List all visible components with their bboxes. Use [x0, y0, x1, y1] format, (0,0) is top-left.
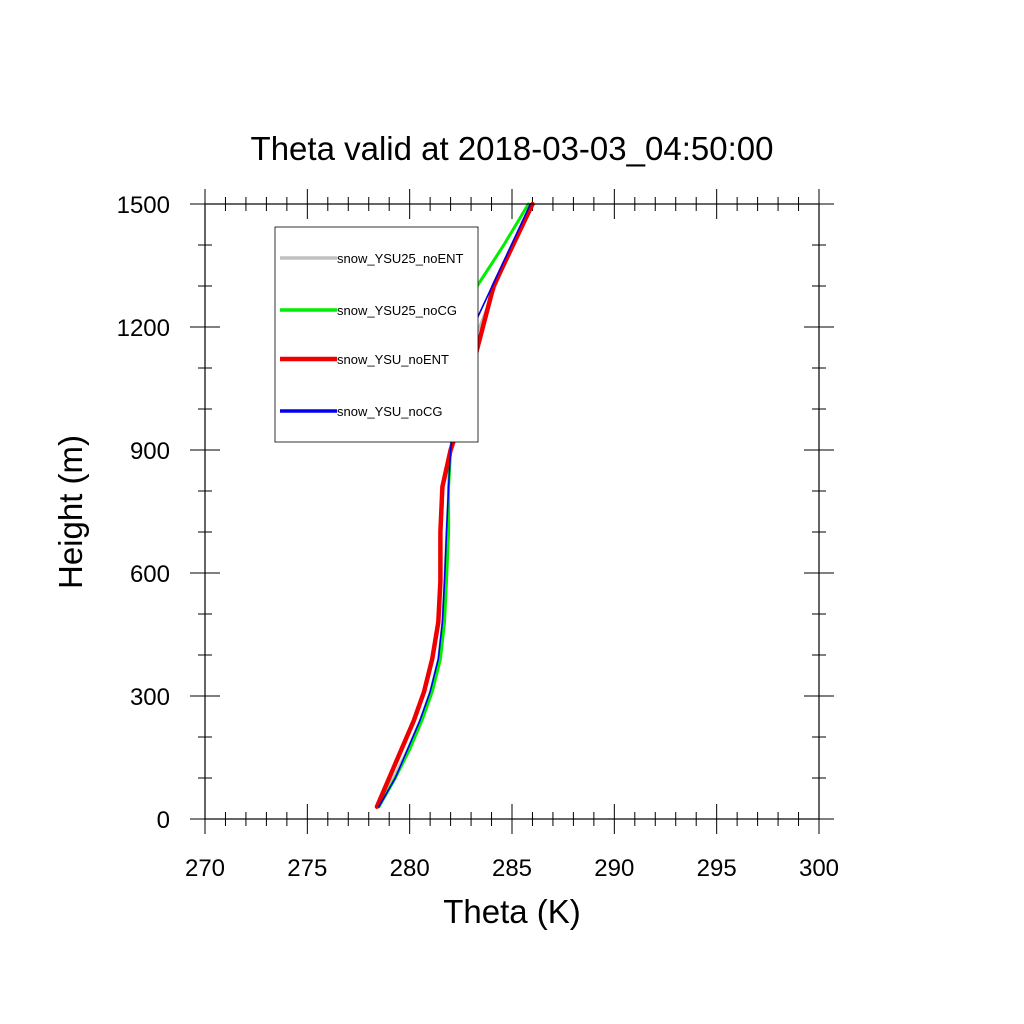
tick-labels: 270 275 280 285 290 295 300 0 300 600 900 1200 1500	[117, 192, 839, 882]
legend-label: snow_YSU_noENT	[337, 352, 449, 367]
y-tick-label: 600	[130, 561, 170, 588]
x-tick-label: 275	[287, 855, 327, 882]
chart-title: Theta valid at 2018-03-03_04:50:00	[251, 130, 774, 167]
x-tick-label: 300	[799, 855, 839, 882]
y-tick-label: 300	[130, 684, 170, 711]
y-axis-label: Height (m)	[52, 435, 89, 589]
y-tick-label: 0	[157, 807, 170, 834]
legend: snow_YSU25_noENT snow_YSU25_noCG snow_YSU_…	[274, 226, 479, 443]
x-tick-label: 280	[390, 855, 430, 882]
y-tick-label: 1200	[117, 315, 170, 342]
legend-label: snow_YSU25_noENT	[337, 251, 464, 266]
y-tick-label: 1500	[117, 192, 170, 219]
legend-label: snow_YSU25_noCG	[337, 303, 457, 318]
legend-box	[274, 226, 479, 443]
x-tick-label: 285	[492, 855, 532, 882]
x-tick-label: 295	[697, 855, 737, 882]
x-tick-label: 290	[594, 855, 634, 882]
legend-label: snow_YSU_noCG	[337, 404, 443, 419]
plot-frame	[204, 203, 820, 820]
y-tick-label: 900	[130, 438, 170, 465]
x-axis-label: Theta (K)	[443, 893, 581, 930]
x-tick-label: 270	[185, 855, 225, 882]
